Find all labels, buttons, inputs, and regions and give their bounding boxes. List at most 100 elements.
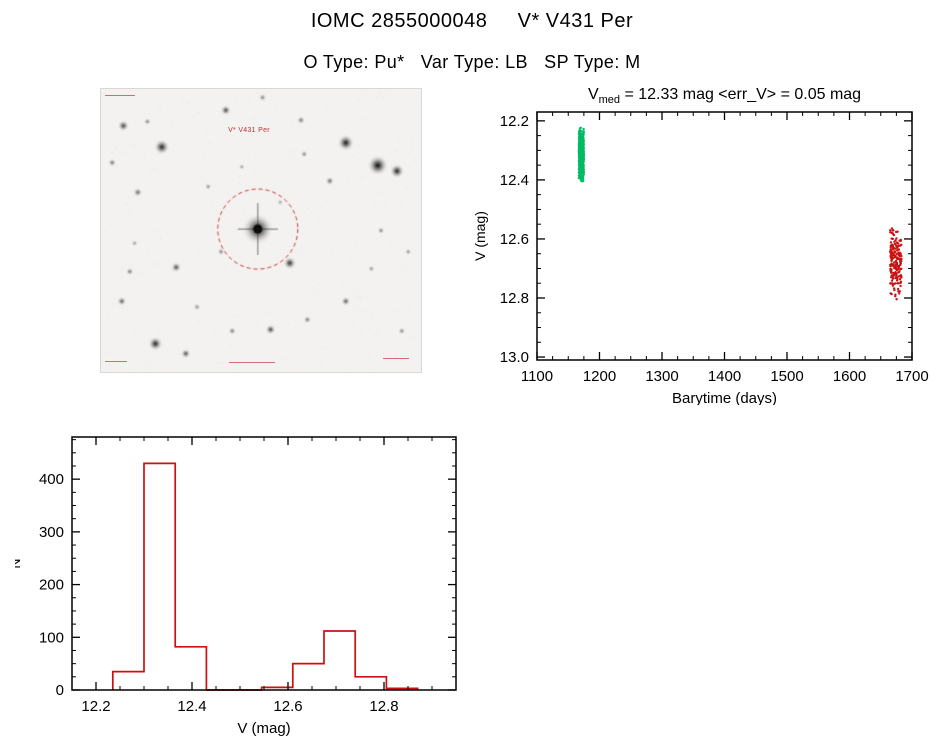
data-point bbox=[900, 276, 903, 279]
finding-chart: V* V431 Per bbox=[100, 88, 422, 373]
x-tick-label: 1100 bbox=[521, 368, 553, 385]
x-tick-label: 12.4 bbox=[177, 698, 206, 715]
data-point bbox=[892, 264, 895, 268]
data-point bbox=[894, 254, 897, 258]
data-point bbox=[579, 129, 582, 133]
data-point bbox=[578, 159, 581, 163]
y-tick-label: 12.8 bbox=[500, 290, 529, 307]
data-point bbox=[579, 126, 582, 129]
data-point bbox=[890, 276, 893, 279]
plot-frame bbox=[71, 436, 457, 691]
x-tick-label: 1200 bbox=[583, 368, 616, 385]
x-tick-label: 12.2 bbox=[81, 698, 110, 715]
data-point bbox=[895, 257, 899, 260]
data-point bbox=[892, 229, 895, 232]
data-point bbox=[895, 272, 898, 276]
data-point bbox=[890, 271, 893, 274]
data-point bbox=[895, 276, 898, 280]
data-point bbox=[898, 278, 902, 281]
data-point bbox=[890, 237, 893, 240]
data-point bbox=[578, 136, 581, 139]
data-point bbox=[897, 242, 900, 245]
data-point bbox=[582, 163, 585, 167]
data-point bbox=[900, 258, 903, 261]
data-point bbox=[897, 266, 901, 269]
data-point bbox=[579, 141, 583, 144]
data-point bbox=[899, 239, 902, 242]
data-point bbox=[893, 288, 896, 292]
data-point bbox=[889, 263, 892, 267]
data-point bbox=[891, 277, 895, 280]
data-point bbox=[890, 292, 893, 296]
data-point bbox=[889, 267, 892, 271]
data-point bbox=[900, 243, 903, 246]
data-point bbox=[582, 169, 585, 173]
data-point bbox=[579, 164, 582, 167]
y-tick-label: 300 bbox=[39, 524, 64, 541]
data-point bbox=[889, 251, 893, 255]
x-tick-label: 1300 bbox=[645, 368, 678, 385]
data-point bbox=[898, 292, 901, 295]
data-point bbox=[896, 282, 899, 285]
data-point bbox=[578, 156, 581, 159]
plot-title: Vmed = 12.33 mag <err_V> = 0.05 mag bbox=[588, 86, 861, 106]
data-point bbox=[890, 279, 894, 282]
x-tick-label: 12.6 bbox=[273, 698, 302, 715]
plot-frame bbox=[536, 111, 913, 361]
data-point bbox=[891, 284, 895, 287]
data-point bbox=[580, 160, 583, 164]
data-point bbox=[890, 259, 893, 263]
data-point bbox=[581, 145, 585, 148]
data-point bbox=[893, 247, 896, 250]
histogram-plot: 12.2 12.4 12.6 12.8 0 100 200 300 400 V (mag) N bbox=[15, 436, 457, 737]
page-title: IOMC 2855000048 V* V431 Per bbox=[310, 10, 634, 32]
data-point bbox=[578, 170, 581, 173]
data-point bbox=[895, 298, 898, 301]
scale-bar-mark bbox=[383, 358, 409, 359]
page-subtitle: O Type: Pu* Var Type: LB SP Type: M bbox=[303, 52, 641, 72]
data-point bbox=[897, 290, 900, 293]
y-tick-label: 12.6 bbox=[500, 231, 529, 248]
data-point bbox=[892, 271, 895, 275]
x-tick-label: 1400 bbox=[708, 368, 741, 385]
corner-annotation-mark bbox=[105, 361, 127, 362]
data-point bbox=[892, 253, 895, 256]
data-point bbox=[577, 168, 581, 171]
data-point bbox=[578, 138, 581, 142]
x-axis-title: V (mag) bbox=[237, 720, 290, 737]
y-axis-title: N bbox=[15, 558, 23, 568]
data-point bbox=[580, 180, 584, 183]
data-point bbox=[582, 148, 585, 151]
data-point bbox=[582, 154, 585, 158]
data-point bbox=[895, 252, 898, 255]
data-point bbox=[899, 260, 902, 263]
y-tick-label: 12.2 bbox=[500, 113, 529, 130]
data-point bbox=[582, 132, 585, 135]
data-point bbox=[578, 149, 581, 152]
data-point bbox=[895, 266, 898, 269]
data-point bbox=[891, 257, 894, 260]
data-point bbox=[899, 281, 902, 284]
data-point bbox=[895, 279, 899, 282]
data-point bbox=[893, 250, 896, 253]
scatter-points-observing-season-1 bbox=[577, 126, 585, 183]
x-tick-label: 1600 bbox=[833, 368, 866, 385]
data-point bbox=[896, 268, 899, 271]
y-tick-label: 100 bbox=[39, 629, 64, 646]
star-field-image bbox=[101, 89, 421, 372]
x-tick-label: 1700 bbox=[895, 368, 928, 385]
data-point bbox=[889, 255, 892, 258]
data-point bbox=[897, 248, 901, 251]
data-point bbox=[895, 261, 899, 265]
data-point bbox=[578, 144, 581, 147]
data-point bbox=[897, 287, 900, 291]
data-point bbox=[579, 167, 583, 170]
data-point bbox=[581, 137, 584, 140]
data-point bbox=[581, 140, 584, 143]
data-point bbox=[582, 127, 585, 131]
corner-annotation-mark bbox=[229, 362, 275, 363]
y-axis-title: V (mag) bbox=[472, 211, 488, 261]
corner-annotation-mark bbox=[105, 95, 135, 96]
target-label: V* V431 Per bbox=[228, 127, 270, 134]
